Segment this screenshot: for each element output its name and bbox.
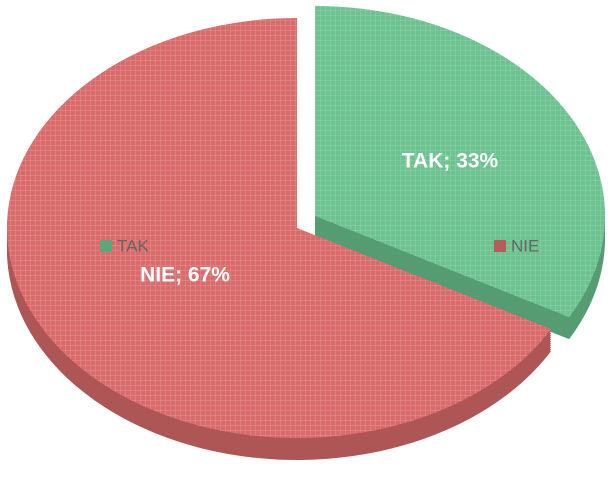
legend-label: TAK [117, 236, 149, 255]
data-label: NIE; 67% [140, 264, 230, 287]
legend-label: NIE [511, 236, 539, 255]
legend-swatch [100, 240, 112, 252]
labels: TAK; 33% TAK NIE; 67% NIE [100, 150, 539, 287]
slice-texture [7, 18, 552, 439]
data-label: TAK; 33% [402, 150, 499, 173]
legend-swatch [494, 240, 506, 252]
slice-texture [315, 6, 605, 318]
pie [7, 6, 605, 460]
